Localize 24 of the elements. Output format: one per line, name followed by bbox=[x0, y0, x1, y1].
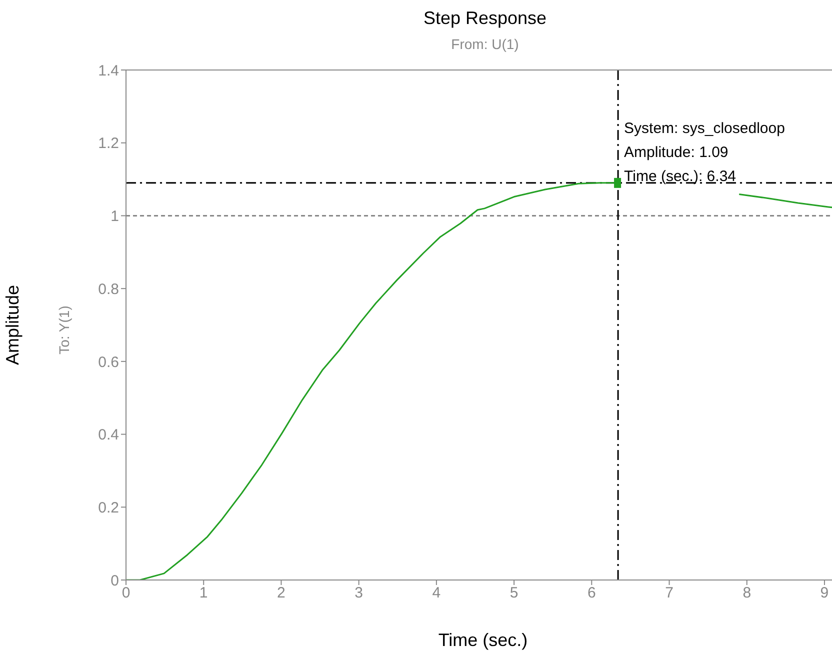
x-tick-label: 4 bbox=[432, 584, 441, 602]
x-tick-label: 7 bbox=[665, 584, 674, 602]
datatip: System: sys_closedloop Amplitude: 1.09 Time (sec.): 6.34 bbox=[614, 120, 785, 188]
x-tick-label: 1 bbox=[199, 584, 208, 602]
x-tick-label: 8 bbox=[742, 584, 752, 602]
x-tick-label: 0 bbox=[122, 584, 130, 602]
x-tick-label: 9 bbox=[820, 584, 829, 602]
y-tick-label: 0.6 bbox=[98, 354, 119, 371]
x-tick-label: 6 bbox=[587, 584, 596, 602]
chart-title: Step Response bbox=[422, 8, 548, 29]
text: To: Y(1) bbox=[56, 306, 72, 354]
x-tick-label: 3 bbox=[354, 584, 363, 602]
y-tick-label: 0.2 bbox=[98, 499, 119, 516]
y-tick-label: 0.8 bbox=[98, 280, 119, 298]
y-tick-label: 1.2 bbox=[98, 135, 119, 152]
y-tick-label: 1.4 bbox=[98, 62, 119, 80]
x-tick-label: 2 bbox=[277, 584, 286, 602]
x-axis-title: Time (sec.) bbox=[438, 630, 528, 650]
y-tick-label: 0 bbox=[110, 572, 119, 590]
y-tick-label: 0.4 bbox=[98, 426, 119, 444]
chart-subtitle: From: U(1) bbox=[450, 36, 520, 52]
y-axis-title: Amplitude bbox=[2, 284, 22, 366]
y-tick-label: 1 bbox=[110, 208, 119, 226]
x-tick-label: 5 bbox=[510, 584, 518, 602]
